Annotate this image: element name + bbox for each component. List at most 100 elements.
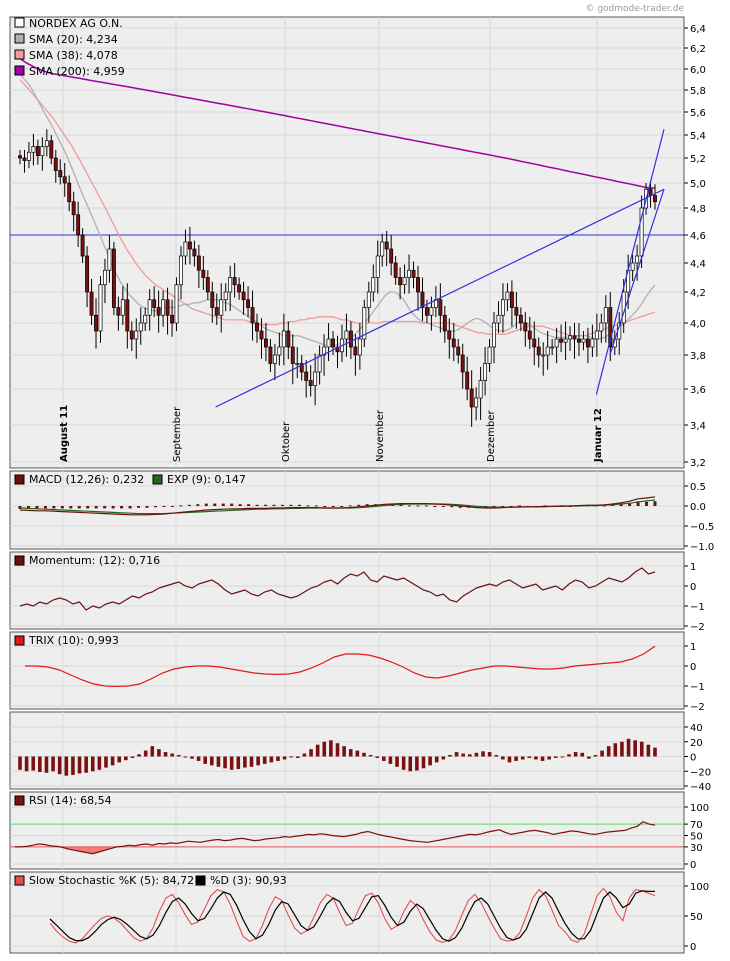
legend-label-3: SMA (38): 4,078 <box>29 49 118 62</box>
candle-body <box>447 330 452 340</box>
macd-histogram-bar <box>450 506 454 508</box>
candle-body <box>94 314 98 332</box>
rsi-tick-label: 100 <box>690 803 709 814</box>
candle-body <box>460 354 465 373</box>
trix-tick-label: −2 <box>690 702 705 713</box>
candle-body <box>22 157 27 161</box>
candle-body <box>581 338 586 343</box>
oscillator-bar <box>309 749 313 757</box>
panel-3-frame <box>9 551 685 630</box>
oscillator-bar <box>626 738 631 757</box>
x-label-4: November <box>375 409 386 462</box>
oscillator-tick-label: −20 <box>690 767 711 778</box>
oscillator-bar <box>31 756 36 771</box>
candle-body <box>518 314 523 324</box>
legend-label-1: NORDEX AG O.N. <box>29 17 123 30</box>
candle-body <box>389 248 394 264</box>
candle-body <box>577 338 581 343</box>
macd-histogram-bar <box>179 505 183 507</box>
candle-body <box>290 346 295 364</box>
candle-body <box>58 170 63 178</box>
candle-body <box>272 354 277 364</box>
oscillator-bar <box>249 756 254 767</box>
candle-body <box>143 314 148 324</box>
candle-body <box>362 307 367 340</box>
oscillator-bar <box>428 756 432 766</box>
macd-tick-label: −0.5 <box>690 522 714 533</box>
macd-histogram-bar <box>43 506 47 509</box>
credit-text: © godmode-trader.de <box>585 4 684 14</box>
momentum-line <box>19 567 656 611</box>
candle-body <box>116 307 121 316</box>
macd-histogram-bar <box>416 505 420 507</box>
candle-body <box>170 314 174 324</box>
price-tick-label: 5,0 <box>690 179 706 190</box>
momentum-tick-label: −2 <box>690 622 705 633</box>
candle-body <box>138 322 143 332</box>
macd-legend-swatch-1 <box>14 474 25 485</box>
oscillator-bar <box>170 753 174 757</box>
macd-histogram-bar <box>391 504 395 506</box>
candle-body <box>501 299 505 316</box>
oscillator-bar <box>38 756 42 772</box>
price-tick-label: 6,0 <box>690 65 706 76</box>
oscillator-bar <box>97 756 102 770</box>
candle-body <box>304 371 309 381</box>
price-tick-label: 4,8 <box>690 204 706 215</box>
candle-body <box>223 291 228 301</box>
stochastic-legend-label-2: %D (3): 90,93 <box>210 874 287 887</box>
oscillator-bar <box>269 756 274 763</box>
price-tick-label: 4,0 <box>690 319 706 330</box>
candle-body <box>187 241 192 250</box>
macd-histogram-bar <box>645 501 649 506</box>
macd-histogram-bar <box>331 506 335 507</box>
candle-body <box>398 277 403 286</box>
macd-histogram-bar <box>238 504 242 506</box>
candle-body <box>219 299 224 316</box>
candle-body <box>456 346 461 356</box>
candle-body <box>599 322 604 332</box>
candle-body <box>35 146 40 157</box>
candle-body <box>393 262 398 278</box>
trix-tick-label: −1 <box>690 682 705 693</box>
x-label-2: September <box>172 406 183 462</box>
candle-body <box>85 255 90 293</box>
oscillator-bar <box>64 756 69 776</box>
macd-histogram-bar <box>518 505 522 507</box>
candle-body <box>111 248 116 308</box>
rsi-tick-label: 50 <box>690 832 703 843</box>
candle-body <box>44 140 49 147</box>
candle-body <box>366 291 371 308</box>
candle-body <box>67 182 72 203</box>
candle-body <box>451 338 456 348</box>
trendline-2 <box>595 129 665 395</box>
candle-body <box>487 346 492 364</box>
stochastic-d-line <box>49 890 655 942</box>
macd-tick-label: −1.0 <box>690 542 714 553</box>
oscillator-bar <box>236 756 241 770</box>
oscillator-tick-label: 40 <box>690 723 703 734</box>
candle-body <box>107 248 112 271</box>
trendline-1 <box>215 188 665 408</box>
trendline-3 <box>609 189 665 356</box>
oscillator-bar <box>117 756 122 763</box>
oscillator-bar <box>71 756 75 775</box>
candle-body <box>653 195 657 203</box>
macd-histogram-bar <box>137 506 141 508</box>
rsi-legend-label-1: RSI (14): 68,54 <box>29 794 112 807</box>
candle-body <box>563 338 568 343</box>
oscillator-bar <box>567 754 571 757</box>
candle-body <box>196 255 201 271</box>
macd-histogram-bar <box>619 504 623 506</box>
macd-histogram-bar <box>187 504 191 506</box>
price-tick-label: 4,6 <box>690 231 706 242</box>
candle-body <box>411 269 416 278</box>
macd-histogram-bar <box>111 506 115 509</box>
candle-body <box>183 241 188 257</box>
macd-histogram-bar <box>103 506 107 509</box>
candle-body <box>228 277 233 293</box>
x-label-5: Dezember <box>486 410 497 462</box>
candle-body <box>527 330 532 340</box>
macd-histogram-bar <box>69 506 73 509</box>
oscillator-bar <box>639 741 644 757</box>
